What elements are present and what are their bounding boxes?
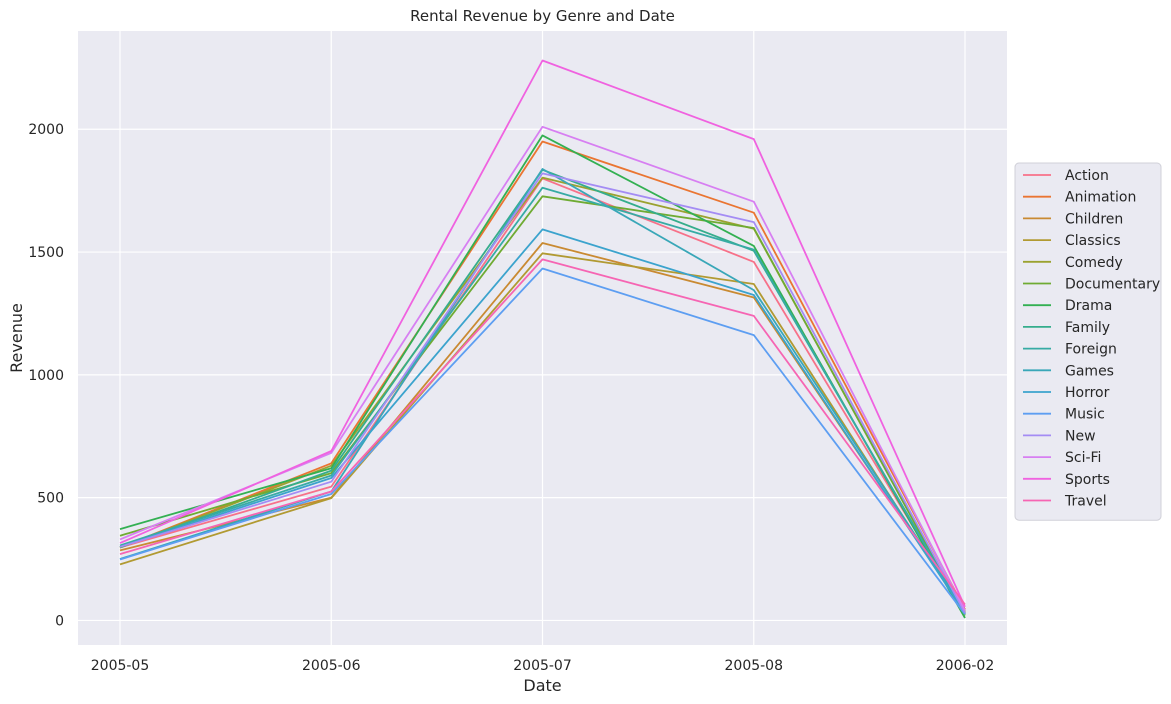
grid-lines	[78, 31, 1007, 645]
legend-label: Sci-Fi	[1065, 450, 1101, 466]
x-tick-label: 2005-06	[302, 658, 361, 674]
legend-label: Family	[1065, 320, 1110, 336]
legend-label: Games	[1065, 363, 1114, 379]
legend-label: Horror	[1065, 385, 1110, 401]
y-tick-label: 2000	[28, 122, 64, 138]
series-line-travel	[119, 258, 966, 606]
x-tick-label: 2005-08	[725, 658, 784, 674]
x-tick-label: 2005-05	[91, 658, 150, 674]
legend-item-music: Music	[1023, 407, 1105, 423]
series-line-horror	[119, 228, 966, 614]
series-line-documentary	[119, 195, 966, 616]
legend-frame	[1014, 162, 1162, 521]
legend-label: Travel	[1064, 494, 1107, 510]
legend-label: Documentary	[1065, 277, 1160, 293]
y-tick-label: 1500	[28, 245, 64, 261]
legend-item-action: Action	[1023, 168, 1109, 184]
y-tick-label: 500	[37, 491, 64, 507]
legend-label: Foreign	[1065, 342, 1117, 358]
legend-label: Comedy	[1065, 255, 1123, 271]
legend-item-family: Family	[1023, 320, 1110, 336]
series-line-classics	[119, 252, 966, 614]
legend-label: Music	[1065, 407, 1105, 423]
y-axis-label: Revenue	[7, 303, 26, 373]
series-line-sports	[119, 59, 966, 608]
legend-item-children: Children	[1023, 211, 1123, 227]
series-lines	[119, 59, 966, 619]
chart-title: Rental Revenue by Genre and Date	[410, 7, 675, 25]
legend-item-documentary: Documentary	[1023, 277, 1160, 293]
x-tick-label: 2005-07	[513, 658, 572, 674]
legend-label: Children	[1065, 211, 1123, 227]
legend-item-classics: Classics	[1023, 233, 1121, 249]
series-line-foreign	[119, 186, 966, 615]
x-axis-label: Date	[523, 676, 561, 695]
series-line-music	[119, 267, 966, 615]
legend-label: New	[1065, 428, 1096, 444]
legend: Action Animation Children Classics Comedy Doc…	[1014, 162, 1162, 521]
y-tick-label: 0	[55, 613, 64, 629]
legend-label: Action	[1065, 168, 1109, 184]
legend-item-travel: Travel	[1023, 494, 1107, 510]
legend-item-foreign: Foreign	[1023, 342, 1117, 358]
legend-item-animation: Animation	[1023, 190, 1136, 206]
legend-item-sci-fi: Sci-Fi	[1023, 450, 1101, 466]
y-axis-ticks: 0 500 1000 1500 2000	[28, 122, 64, 629]
legend-item-sports: Sports	[1023, 472, 1110, 488]
legend-label: Animation	[1065, 190, 1136, 206]
series-line-animation	[119, 140, 966, 610]
legend-label: Sports	[1065, 472, 1110, 488]
legend-item-comedy: Comedy	[1023, 255, 1123, 271]
x-axis-ticks: 2005-05 2005-06 2005-07 2005-08 2006-02	[91, 658, 995, 674]
legend-label: Classics	[1065, 233, 1121, 249]
legend-item-games: Games	[1023, 363, 1114, 379]
series-line-new	[119, 172, 966, 614]
legend-label: Drama	[1065, 298, 1112, 314]
legend-item-new: New	[1023, 428, 1096, 444]
series-line-games	[119, 168, 966, 612]
y-tick-label: 1000	[28, 368, 64, 384]
x-tick-label: 2006-02	[936, 658, 995, 674]
legend-item-drama: Drama	[1023, 298, 1112, 314]
legend-item-horror: Horror	[1023, 385, 1110, 401]
